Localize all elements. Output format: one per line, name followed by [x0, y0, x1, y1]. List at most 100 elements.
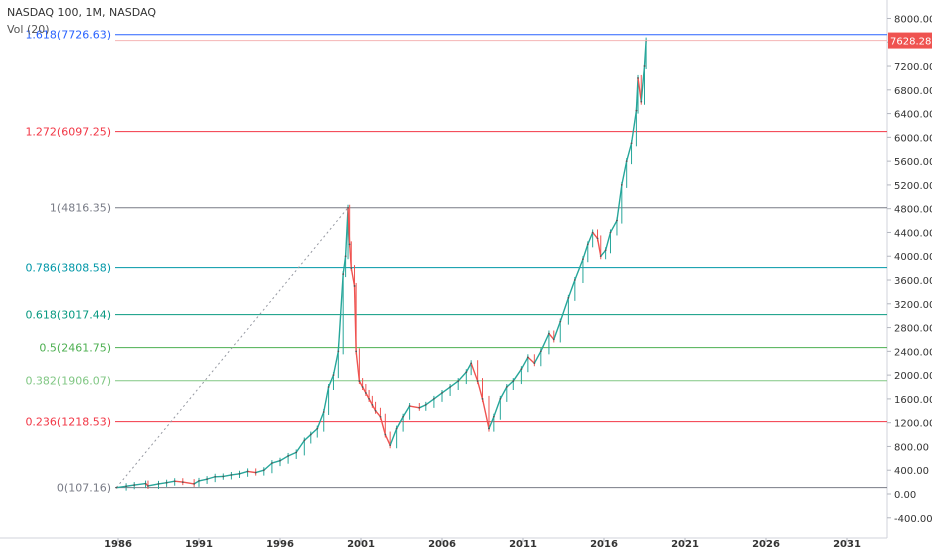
price-segment: [175, 481, 183, 482]
price-point: [310, 434, 312, 436]
price-point: [255, 472, 257, 474]
y-axis-group: 8000.007600.007200.006800.006400.006000.…: [887, 14, 932, 524]
price-point: [347, 207, 349, 209]
x-axis-tick-label: 2031: [833, 539, 861, 550]
price-point: [644, 65, 646, 67]
price-point: [368, 398, 370, 400]
price-point: [365, 392, 367, 394]
y-axis-tick-label: 1600.00: [894, 395, 932, 406]
y-axis-tick-label: 3600.00: [894, 276, 932, 287]
price-point: [337, 350, 339, 352]
y-axis-tick-label: 0.00: [894, 490, 916, 501]
price-point: [512, 380, 514, 382]
price-point: [626, 160, 628, 162]
y-axis-tick-label: 4000.00: [894, 252, 932, 263]
price-point: [133, 484, 135, 486]
price-point: [115, 487, 117, 489]
y-axis-tick-label: 400.00: [894, 466, 929, 477]
price-point: [358, 380, 360, 382]
price-point: [380, 416, 382, 418]
y-axis-tick-label: 4800.00: [894, 205, 932, 216]
price-point: [540, 350, 542, 352]
price-point: [631, 142, 633, 144]
price-point: [621, 184, 623, 186]
price-point: [600, 255, 602, 257]
y-axis-tick-label: 3200.00: [894, 300, 932, 311]
x-axis-tick-label: 2011: [509, 539, 537, 550]
price-point: [354, 285, 356, 287]
price-point: [303, 440, 305, 442]
x-axis-tick-label: 2016: [590, 539, 618, 550]
price-point: [295, 451, 297, 453]
chart-title: NASDAQ 100, 1M, NASDAQ: [7, 6, 156, 19]
y-axis-tick-label: 6000.00: [894, 133, 932, 144]
price-point: [350, 267, 352, 269]
price-point: [527, 356, 529, 358]
price-point: [271, 462, 273, 464]
fib-level-label: 0.382(1906.07): [25, 375, 111, 388]
price-point: [457, 380, 459, 382]
price-point: [166, 482, 168, 484]
price-point: [222, 476, 224, 478]
fib-level-label: 0.618(3017.44): [25, 309, 111, 322]
x-axis-tick-label: 2006: [428, 539, 456, 550]
price-point: [145, 483, 147, 485]
price-point: [328, 386, 330, 388]
price-point: [582, 258, 584, 260]
price-point: [345, 255, 347, 257]
x-axis-tick-label: 1986: [104, 539, 132, 550]
price-point: [389, 444, 391, 446]
y-axis-tick-label: 6400.00: [894, 110, 932, 121]
price-point: [214, 476, 216, 478]
volume-indicator-label[interactable]: Vol (20): [7, 23, 50, 36]
price-point: [147, 485, 149, 487]
y-axis-tick-label: 6800.00: [894, 86, 932, 97]
price-point: [287, 455, 289, 457]
price-point: [610, 232, 612, 234]
price-point: [418, 407, 420, 409]
price-point: [247, 471, 249, 473]
price-point: [520, 368, 522, 370]
plot-background: [0, 0, 887, 538]
x-axis-tick-label: 2001: [347, 539, 375, 550]
price-point: [349, 243, 351, 245]
x-axis-group: 1986 1991 1996 2001 2006 2011 2016 2021 2026 2031: [104, 538, 861, 550]
price-point: [198, 480, 200, 482]
price-point: [125, 485, 127, 487]
price-point: [425, 404, 427, 406]
price-point: [548, 333, 550, 335]
price-point: [533, 362, 535, 364]
price-point: [384, 434, 386, 436]
y-axis-tick-label: 4400.00: [894, 228, 932, 239]
price-point: [375, 410, 377, 412]
x-axis-tick-label: 1996: [266, 539, 294, 550]
price-point: [482, 398, 484, 400]
x-axis-tick-label: 1991: [185, 539, 213, 550]
last-price-label: 7628.28: [890, 37, 931, 48]
fib-level-label: 0.236(1218.53): [25, 416, 111, 429]
price-point: [637, 77, 639, 79]
y-axis-tick-label: 2400.00: [894, 347, 932, 358]
y-axis-tick-label: 1200.00: [894, 419, 932, 430]
price-point: [402, 416, 404, 418]
price-point: [333, 374, 335, 376]
price-point: [371, 404, 373, 406]
price-point: [488, 428, 490, 430]
fib-level-label: 1.272(6097.25): [25, 126, 111, 139]
price-point: [506, 386, 508, 388]
y-axis-tick-label: 5600.00: [894, 157, 932, 168]
price-point: [587, 243, 589, 245]
price-point: [567, 297, 569, 299]
price-point: [174, 480, 176, 482]
y-axis-tick-label: 800.00: [894, 442, 929, 453]
x-axis-tick-label: 2026: [752, 539, 780, 550]
price-point: [449, 386, 451, 388]
x-axis-tick-label: 2021: [671, 539, 699, 550]
y-axis-tick-label: 2800.00: [894, 324, 932, 335]
price-point: [323, 411, 325, 413]
price-point: [193, 483, 195, 485]
fib-level-label: 1(4816.35): [50, 202, 111, 215]
price-point: [470, 362, 472, 364]
price-point: [396, 428, 398, 430]
